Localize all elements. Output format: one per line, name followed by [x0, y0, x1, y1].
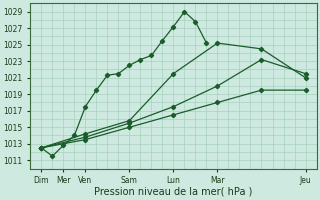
- X-axis label: Pression niveau de la mer( hPa ): Pression niveau de la mer( hPa ): [94, 187, 252, 197]
